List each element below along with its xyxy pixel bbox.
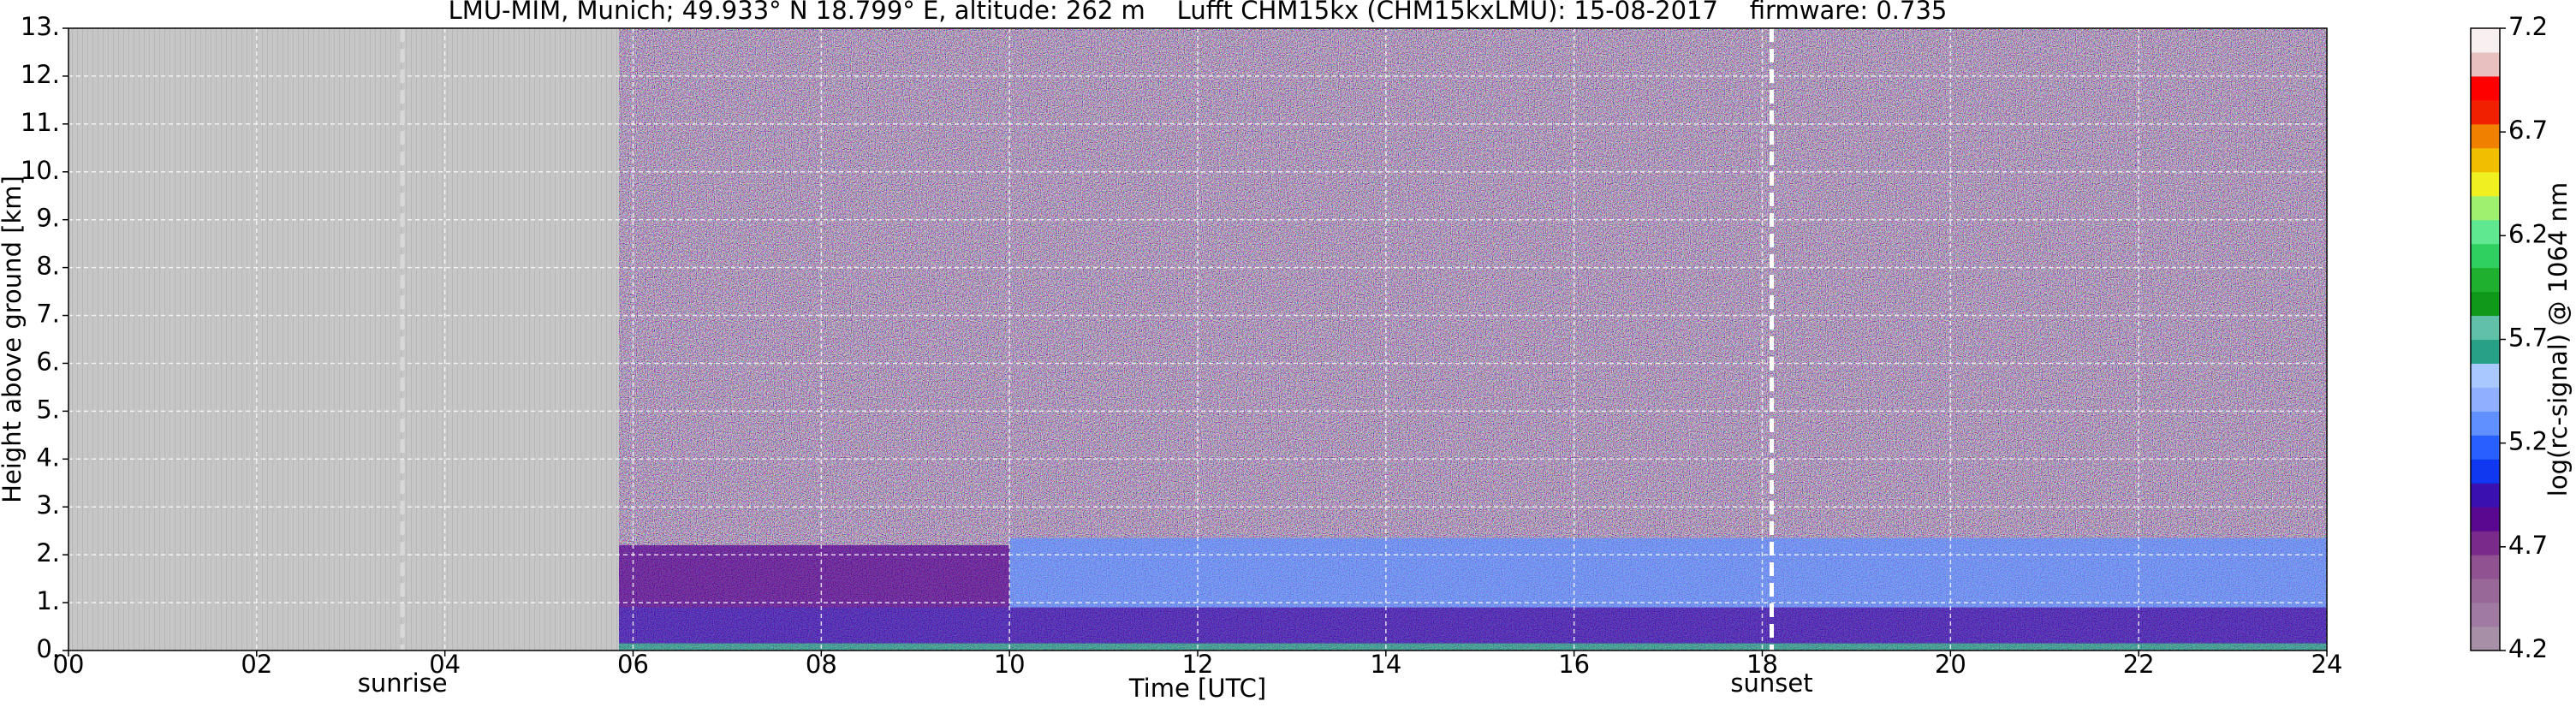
colorbar-swatch <box>2471 243 2500 269</box>
colorbar-tick-label: 5.7 <box>2508 324 2548 353</box>
colorbar-swatch <box>2471 219 2500 245</box>
y-tick-label: 5. <box>36 395 60 424</box>
colorbar-swatch <box>2471 459 2500 484</box>
colorbar-label: log(rc-signal) @ 1064 nm <box>2543 182 2573 496</box>
y-tick-label: 0. <box>36 634 60 663</box>
colorbar-tick-label: 4.7 <box>2508 531 2548 560</box>
colorbar-swatch <box>2471 51 2500 77</box>
x-tick-label: 14 <box>1370 650 1401 679</box>
y-tick-label: 9. <box>36 204 60 233</box>
x-tick-label: 24 <box>2311 650 2343 679</box>
x-tick-label: 02 <box>241 650 272 679</box>
colorbar-tick-label: 4.2 <box>2508 634 2548 663</box>
y-tick-label: 13. <box>21 12 60 41</box>
y-tick-label: 6. <box>36 347 60 376</box>
colorbar-swatch <box>2471 267 2500 293</box>
colorbar-swatch <box>2471 147 2500 173</box>
x-tick-label: 12 <box>1182 650 1214 679</box>
no-data-region <box>68 28 620 651</box>
colorbar-tick-label: 7.2 <box>2508 12 2548 41</box>
colorbar-tick-label: 5.2 <box>2508 427 2548 456</box>
colorbar-swatch <box>2471 579 2500 603</box>
x-tick-label: 20 <box>1935 650 1966 679</box>
colorbar-swatch <box>2471 483 2500 508</box>
colorbar-swatch <box>2471 291 2500 317</box>
y-tick-label: 10. <box>21 156 60 185</box>
colorbar-swatch <box>2471 531 2500 556</box>
colorbar-swatch <box>2471 435 2500 460</box>
colorbar-tick-label: 6.2 <box>2508 219 2548 248</box>
colorbar-swatch <box>2471 171 2500 197</box>
colorbar-swatch <box>2471 627 2500 651</box>
colorbar-swatch <box>2471 507 2500 532</box>
x-tick-label: 08 <box>806 650 837 679</box>
noise-texture <box>619 607 2328 644</box>
chart-title: LMU-MIM, Munich; 49.933° N 18.799° E, al… <box>449 0 1948 25</box>
x-tick-label: 04 <box>429 650 461 679</box>
colorbar-swatch <box>2471 411 2500 436</box>
x-tick-label: 10 <box>994 650 1026 679</box>
x-tick-label: 22 <box>2123 650 2155 679</box>
y-tick-label: 7. <box>36 300 60 329</box>
colorbar-swatch <box>2471 363 2500 388</box>
y-tick-label: 12. <box>21 60 60 89</box>
x-tick-label: 18 <box>1746 650 1778 679</box>
colorbar-swatch <box>2471 603 2500 627</box>
y-tick-label: 11. <box>21 108 60 137</box>
colorbar-swatch <box>2471 387 2500 412</box>
y-tick-label: 4. <box>36 443 60 472</box>
y-tick-label: 1. <box>36 586 60 615</box>
marker-label: sunset <box>1730 668 1812 698</box>
colorbar-tick-label: 6.7 <box>2508 116 2548 145</box>
colorbar-swatch <box>2471 99 2500 125</box>
colorbar-swatch <box>2471 75 2500 101</box>
y-tick-label: 8. <box>36 252 60 281</box>
marker-label: sunrise <box>358 668 448 698</box>
y-axis-label: Height above ground [km] <box>0 175 27 503</box>
colorbar-swatch <box>2471 28 2500 53</box>
y-tick-label: 3. <box>36 490 60 520</box>
noise-texture <box>619 28 2328 545</box>
noise-texture <box>619 643 2328 651</box>
x-axis-label: Time [UTC] <box>1128 674 1266 703</box>
colorbar-swatch <box>2471 123 2500 149</box>
colorbar-swatch <box>2471 555 2500 579</box>
x-tick-label: 00 <box>53 650 85 679</box>
colorbar-swatch <box>2471 315 2500 340</box>
x-tick-label: 06 <box>617 650 649 679</box>
x-tick-label: 16 <box>1558 650 1590 679</box>
colorbar-swatch <box>2471 195 2500 221</box>
y-tick-label: 2. <box>36 538 60 567</box>
colorbar-swatch <box>2471 339 2500 364</box>
